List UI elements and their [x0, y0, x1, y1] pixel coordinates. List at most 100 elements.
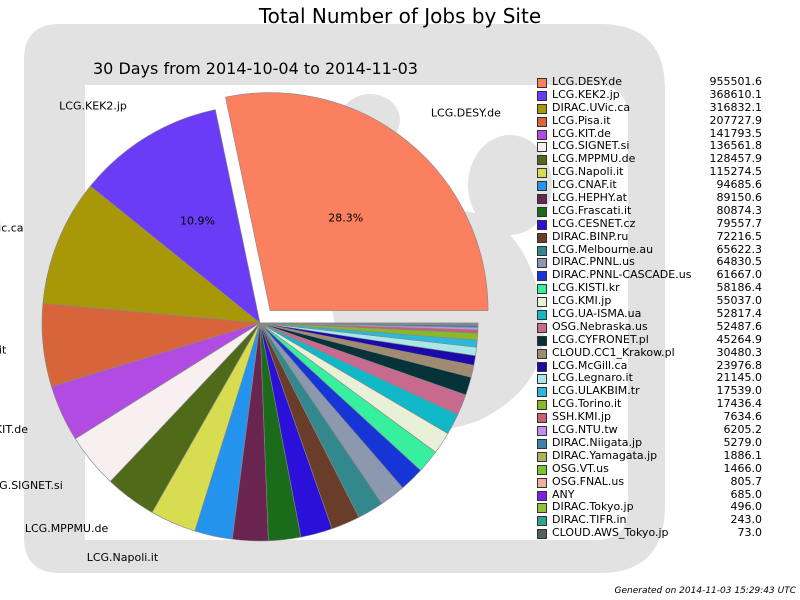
- legend-label: SSH.KMI.jp: [552, 410, 612, 424]
- legend-swatch: [537, 477, 547, 488]
- legend-label: ANY: [552, 487, 575, 501]
- legend-value: 61667.0: [716, 268, 763, 282]
- legend-swatch: [537, 297, 547, 308]
- legend-item: LCG.Legnaro.it 21145.0: [537, 372, 767, 385]
- pie-slice: [42, 185, 261, 324]
- legend-label: LCG.Frascati.it: [552, 203, 632, 217]
- pie-slices: [41, 92, 489, 542]
- chart-title: Total Number of Jobs by Site: [258, 4, 542, 28]
- legend-item: DIRAC.Yamagata.jp 1886.1: [537, 448, 767, 463]
- legend-swatch: [537, 232, 547, 243]
- legend-label: LCG.KMI.jp: [552, 294, 612, 308]
- legend-swatch: [537, 245, 547, 256]
- legend-swatch: [537, 438, 547, 449]
- legend-label: CLOUD.AWS_Tokyo.jp: [552, 526, 669, 540]
- legend-swatch: [537, 426, 547, 437]
- legend-value: 23976.8: [716, 358, 763, 372]
- legend-value: 64830.5: [716, 255, 763, 269]
- legend-value: 73.0: [737, 526, 763, 540]
- slice-percent-label: 10.9%: [180, 215, 215, 228]
- legend-value: 955501.6: [709, 75, 763, 88]
- legend-item: LCG.McGill.ca 23976.8: [537, 358, 767, 373]
- legend-label: LCG.SIGNET.si: [552, 139, 630, 153]
- legend-label: LCG.HEPHY.at: [552, 191, 627, 205]
- legend-value: 80874.3: [716, 203, 763, 217]
- legend-swatch: [537, 529, 547, 540]
- legend-value: 368610.1: [709, 87, 763, 101]
- legend-swatch: [537, 129, 547, 140]
- legend-item: OSG.VT.us 1466.0: [537, 461, 767, 476]
- legend-item: DIRAC.UVic.ca 316832.1: [537, 100, 767, 115]
- legend-value: 5279.0: [723, 435, 763, 449]
- legend-value: 65622.3: [716, 242, 763, 256]
- legend-value: 1466.0: [723, 461, 763, 475]
- legend-value: 136561.8: [709, 139, 763, 153]
- legend-value: 52817.4: [716, 307, 763, 321]
- legend-item: DIRAC.TIFR.in 243.0: [537, 513, 767, 527]
- legend-label: LCG.KISTI.kr: [552, 281, 620, 295]
- legend-label: OSG.VT.us: [552, 461, 609, 475]
- slice-outer-label: LCG.SIGNET.si: [0, 479, 63, 492]
- legend-swatch: [537, 400, 547, 411]
- pie-slice: [225, 92, 489, 311]
- legend-item: LCG.Napoli.it 115274.5: [537, 165, 767, 179]
- legend-label: DIRAC.Tokyo.jp: [552, 500, 634, 514]
- legend-value: 72216.5: [716, 229, 763, 243]
- legend-label: CLOUD.CC1_Krakow.pl: [552, 345, 675, 359]
- legend-value: 207727.9: [709, 113, 763, 127]
- legend-value: 243.0: [730, 513, 763, 527]
- legend-item: LCG.KISTI.kr 58186.4: [537, 281, 767, 295]
- legend-value: 89150.6: [716, 191, 763, 205]
- pie-labels: 28.3% LCG.DESY.de 10.9% LCG.KEK2.jp DIRAC.UV…: [0, 99, 501, 563]
- legend-item: DIRAC.Niigata.jp 5279.0: [537, 435, 767, 450]
- legend-swatch: [537, 206, 547, 217]
- legend-swatch: [537, 387, 547, 398]
- legend-label: LCG.Napoli.it: [552, 165, 624, 179]
- legend-swatch: [537, 181, 547, 192]
- chart-legend: LCG.DESY.de 955501.6 LCG.KEK2.jp 368610.1 DI…: [537, 75, 767, 540]
- legend-value: 21145.0: [716, 371, 763, 385]
- legend-item: LCG.MPPMU.de 128457.9: [537, 152, 767, 166]
- legend-label: DIRAC.Yamagata.jp: [552, 448, 658, 462]
- legend-label: DIRAC.PNNL.us: [552, 255, 635, 269]
- legend-swatch: [537, 374, 547, 385]
- legend-swatch: [537, 142, 547, 153]
- legend-value: 115274.5: [709, 165, 763, 179]
- slice-outer-label: DIRAC.UVic.ca: [0, 221, 24, 234]
- legend-swatch: [537, 271, 547, 282]
- legend-item: SSH.KMI.jp 7634.6: [537, 410, 767, 424]
- legend-item: LCG.NTU.tw 6205.2: [537, 423, 767, 437]
- legend-swatch: [537, 103, 547, 114]
- legend-swatch: [537, 78, 547, 88]
- legend-swatch: [537, 348, 547, 359]
- legend-label: LCG.KEK2.jp: [552, 87, 620, 101]
- legend-label: DIRAC.BINP.ru: [552, 229, 629, 243]
- legend-label: LCG.NTU.tw: [552, 423, 618, 437]
- legend-item: LCG.Frascati.it 80874.3: [537, 203, 767, 218]
- slice-outer-label: LCG.MPPMU.de: [25, 522, 109, 535]
- legend-label: DIRAC.UVic.ca: [552, 100, 631, 114]
- legend-label: OSG.FNAL.us: [552, 474, 625, 488]
- generated-timestamp: Generated on 2014-11-03 15:29:43 UTC: [614, 586, 797, 596]
- legend-value: 17436.4: [716, 397, 763, 411]
- legend-value: 805.7: [730, 474, 763, 488]
- legend-item: LCG.KEK2.jp 368610.1: [537, 87, 767, 102]
- legend-label: DIRAC.TIFR.in: [552, 513, 627, 527]
- legend-swatch: [537, 516, 547, 527]
- legend-label: OSG.Nebraska.us: [552, 319, 648, 333]
- legend-item: ANY 685.0: [537, 487, 767, 502]
- legend-value: 141793.5: [709, 126, 763, 140]
- legend-label: LCG.Pisa.it: [552, 113, 611, 127]
- legend-swatch: [537, 464, 547, 475]
- slice-outer-label: LCG.Napoli.it: [87, 551, 159, 564]
- legend-value: 316832.1: [709, 100, 763, 114]
- legend-item: DIRAC.PNNL-CASCADE.us 61667.0: [537, 268, 767, 282]
- legend-label: LCG.CYFRONET.pl: [552, 332, 649, 346]
- legend-item: OSG.FNAL.us 805.7: [537, 474, 767, 489]
- legend-label: LCG.Legnaro.it: [552, 371, 633, 385]
- legend-swatch: [537, 413, 547, 424]
- legend-item: LCG.Pisa.it 207727.9: [537, 113, 767, 128]
- legend-value: 17539.0: [716, 384, 763, 398]
- legend-value: 94685.6: [716, 178, 763, 192]
- legend-item: LCG.CESNET.cz 79557.7: [537, 217, 767, 231]
